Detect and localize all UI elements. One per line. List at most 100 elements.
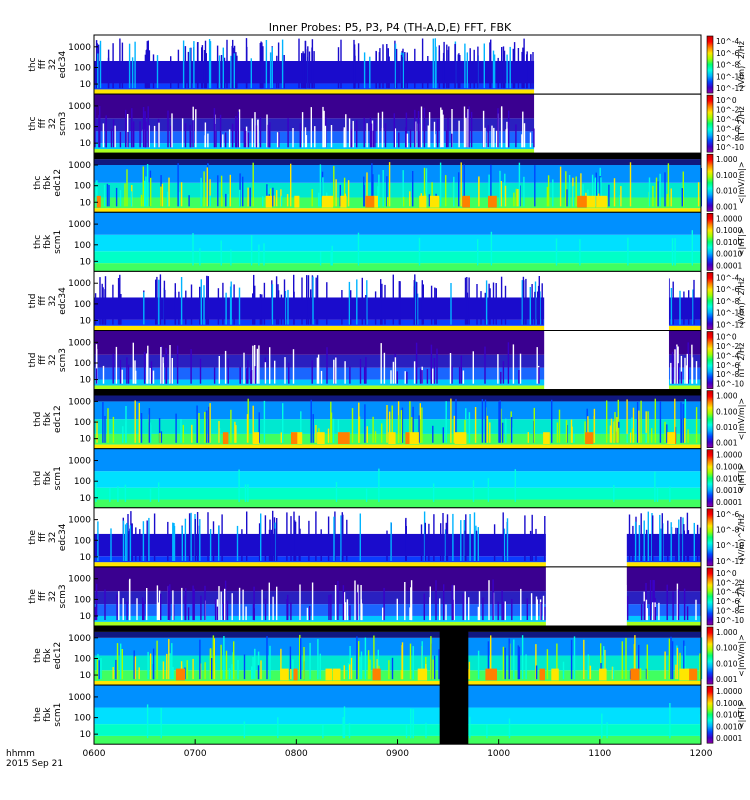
activity-spike (96, 180, 98, 207)
data-dropout (439, 626, 469, 745)
spectral-band (94, 89, 535, 95)
activity-spike (423, 511, 426, 561)
activity-spike (112, 416, 115, 443)
activity-spike (143, 351, 146, 384)
spectral-band (94, 263, 701, 272)
activity-spike (118, 591, 120, 621)
panel-label-line: edc34 (58, 50, 68, 78)
activity-spike (638, 525, 641, 561)
activity-spike (450, 398, 452, 443)
activity-spike (172, 522, 174, 561)
activity-spike (115, 187, 118, 207)
activity-spike (350, 128, 353, 148)
activity-spike (131, 122, 133, 148)
spectral-band (94, 149, 535, 154)
activity-spike (209, 41, 212, 89)
activity-spike (220, 644, 222, 680)
spectral-band (94, 419, 701, 434)
activity-spike (167, 110, 169, 148)
activity-spike (229, 174, 231, 207)
activity-spike (474, 407, 477, 443)
activity-spike (102, 123, 105, 148)
activity-spike (504, 647, 506, 680)
intensity-spot (485, 668, 497, 681)
activity-spike (460, 520, 462, 561)
activity-spike (146, 164, 149, 207)
activity-spike (442, 114, 444, 148)
panel-label-line: 32 (48, 532, 58, 543)
activity-spike (360, 651, 363, 680)
activity-spike (421, 641, 423, 680)
activity-spike (342, 585, 345, 621)
activity-spike (466, 112, 468, 148)
y-tick-label: 100 (74, 714, 91, 724)
panel-label-line: 32 (48, 295, 58, 306)
intensity-spot (586, 195, 596, 208)
activity-spike (252, 345, 254, 384)
activity-spike (513, 639, 515, 680)
activity-spike (198, 413, 200, 443)
activity-spike (531, 284, 533, 325)
activity-spike (361, 277, 363, 325)
color-bar-tick: 10^-6 (716, 124, 740, 133)
color-bar-tick: 10^0 (716, 333, 737, 342)
activity-spike (495, 283, 497, 325)
activity-spike (537, 291, 539, 325)
activity-spike (221, 514, 223, 561)
activity-spike (301, 53, 303, 89)
color-bar (706, 685, 714, 744)
activity-spike (684, 418, 686, 443)
activity-spike (593, 408, 596, 443)
activity-spike (445, 401, 447, 443)
activity-spike (398, 132, 400, 148)
activity-spike (429, 597, 431, 621)
activity-spike (260, 660, 262, 680)
activity-spike (333, 165, 335, 207)
activity-spike (225, 650, 228, 680)
activity-spike (326, 347, 328, 384)
activity-spike (201, 45, 204, 89)
activity-spike (518, 646, 521, 680)
activity-spike (491, 125, 493, 148)
activity-spike (120, 294, 122, 325)
activity-spike (544, 606, 546, 621)
activity-spike (424, 522, 426, 561)
activity-spike (343, 706, 346, 739)
activity-spike (497, 108, 499, 148)
activity-spike (423, 167, 426, 207)
activity-spike (270, 529, 272, 561)
activity-spike (209, 195, 211, 207)
activity-spike (453, 176, 455, 207)
activity-spike (330, 594, 332, 621)
color-bar-tick: 1.000 (716, 155, 738, 164)
activity-spike (351, 408, 354, 443)
activity-spike (175, 413, 177, 443)
activity-spike (415, 342, 418, 384)
activity-spike (153, 513, 156, 561)
activity-spike (487, 478, 490, 502)
activity-spike (401, 407, 404, 443)
intensity-spot (321, 195, 334, 208)
activity-spike (335, 482, 338, 502)
activity-spike (387, 197, 389, 207)
activity-spike (94, 606, 97, 621)
activity-spike (181, 118, 184, 148)
activity-spike (497, 354, 499, 384)
activity-spike (184, 518, 187, 561)
color-bar-tick: 10^-6 (716, 361, 740, 370)
y-tick-label: 100 (74, 595, 91, 605)
activity-spike (261, 589, 263, 621)
activity-spike (148, 125, 150, 148)
activity-spike (420, 106, 423, 148)
activity-spike (410, 587, 412, 621)
activity-spike (609, 425, 612, 443)
activity-spike (319, 653, 321, 680)
activity-spike (488, 580, 490, 621)
activity-spike (653, 580, 655, 621)
activity-spike (409, 401, 411, 443)
activity-spike (119, 359, 122, 384)
panel-label-line: thc (28, 57, 38, 71)
activity-spike (366, 123, 368, 148)
activity-spike (259, 43, 261, 89)
activity-spike (390, 370, 392, 384)
